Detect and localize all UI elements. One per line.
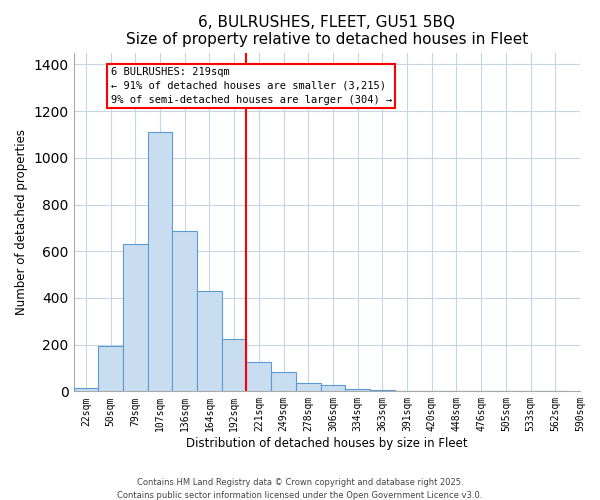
Bar — [271, 372, 296, 392]
Title: 6, BULRUSHES, FLEET, GU51 5BQ
Size of property relative to detached houses in Fl: 6, BULRUSHES, FLEET, GU51 5BQ Size of pr… — [125, 15, 528, 48]
Y-axis label: Number of detached properties: Number of detached properties — [15, 129, 28, 315]
Bar — [247, 362, 271, 392]
Bar — [98, 346, 123, 392]
X-axis label: Distribution of detached houses by size in Fleet: Distribution of detached houses by size … — [186, 437, 467, 450]
Bar — [197, 291, 222, 392]
Bar — [123, 244, 148, 392]
Bar — [148, 132, 172, 392]
Bar — [74, 388, 98, 392]
Bar — [222, 339, 247, 392]
Bar — [320, 386, 345, 392]
Bar — [296, 383, 320, 392]
Text: 6 BULRUSHES: 219sqm
← 91% of detached houses are smaller (3,215)
9% of semi-deta: 6 BULRUSHES: 219sqm ← 91% of detached ho… — [110, 66, 392, 104]
Bar — [172, 232, 197, 392]
Text: Contains HM Land Registry data © Crown copyright and database right 2025.
Contai: Contains HM Land Registry data © Crown c… — [118, 478, 482, 500]
Bar — [370, 390, 395, 392]
Bar — [345, 388, 370, 392]
